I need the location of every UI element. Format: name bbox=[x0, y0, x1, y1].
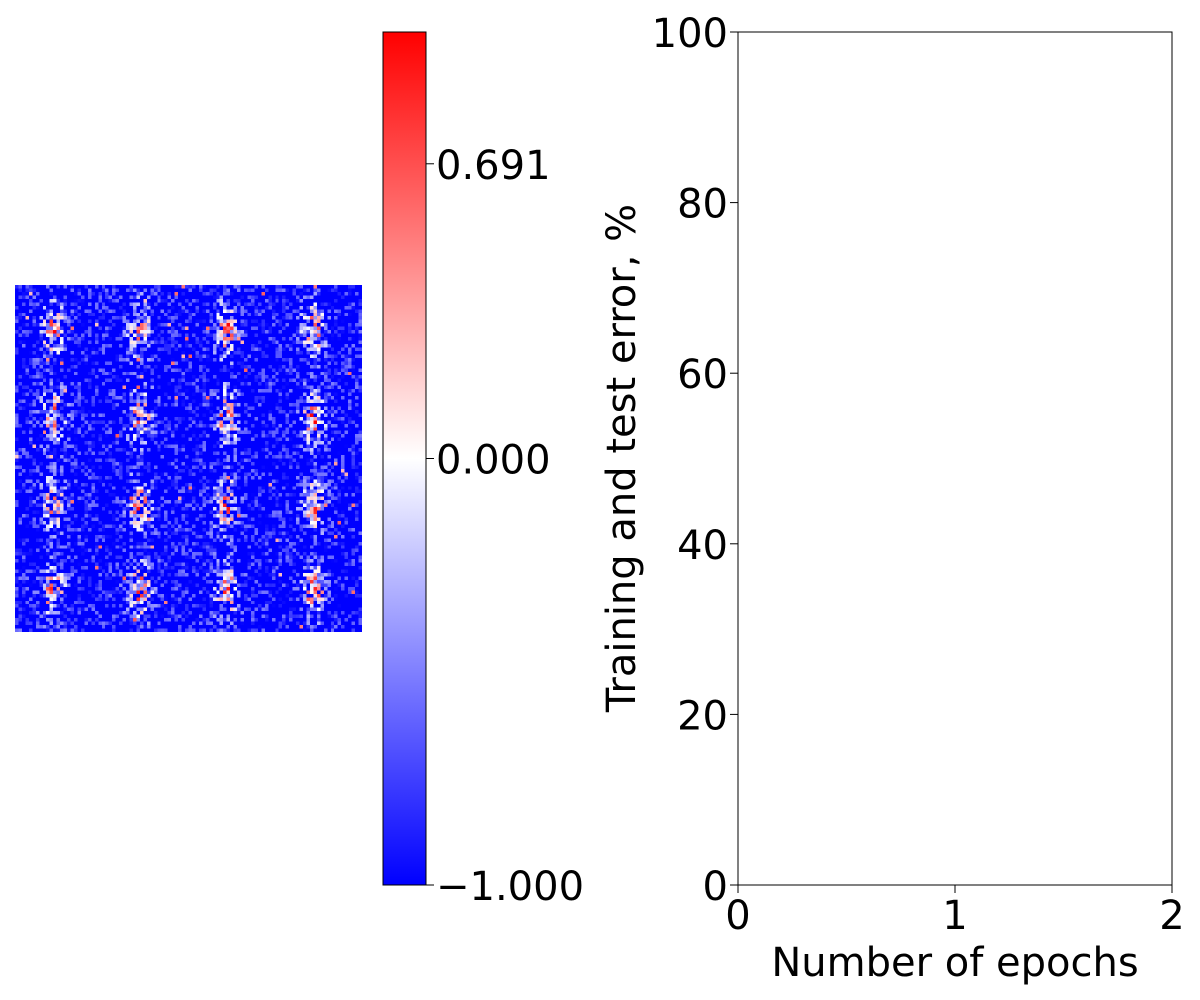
colorbar-ticks: 0.691 0.000 −1.000 bbox=[426, 143, 584, 910]
colorbar: 0.691 0.000 −1.000 bbox=[382, 31, 584, 910]
plot-frame bbox=[737, 31, 1173, 886]
y-tick-label-4: 80 bbox=[677, 182, 728, 228]
y-tick-label-2: 40 bbox=[677, 523, 728, 569]
y-tick-label-3: 60 bbox=[677, 352, 728, 398]
y-tick-label-5: 100 bbox=[652, 11, 728, 57]
x-tick-label-2: 2 bbox=[1159, 893, 1184, 939]
x-axis-label: Number of epochs bbox=[771, 940, 1138, 986]
colorbar-fill bbox=[383, 32, 426, 885]
colorbar-tick-label-1: 0.000 bbox=[436, 438, 551, 484]
y-axis-label: Training and test error, % bbox=[599, 204, 645, 713]
x-tick-label-0: 0 bbox=[725, 893, 750, 939]
x-axis-ticks: 0 1 2 bbox=[725, 885, 1185, 939]
colorbar-tick-label-0: 0.691 bbox=[436, 143, 551, 189]
y-tick-label-1: 20 bbox=[677, 693, 728, 739]
y-tick-label-0: 0 bbox=[703, 864, 728, 910]
y-axis-ticks: 0 20 40 60 80 100 bbox=[652, 11, 738, 910]
error-plot: 0 1 2 0 20 40 60 80 100 Number of epochs Traini… bbox=[599, 11, 1185, 986]
colorbar-tick-label-2: −1.000 bbox=[436, 864, 584, 910]
x-tick-label-1: 1 bbox=[942, 893, 967, 939]
weight-heatmap bbox=[15, 285, 362, 632]
